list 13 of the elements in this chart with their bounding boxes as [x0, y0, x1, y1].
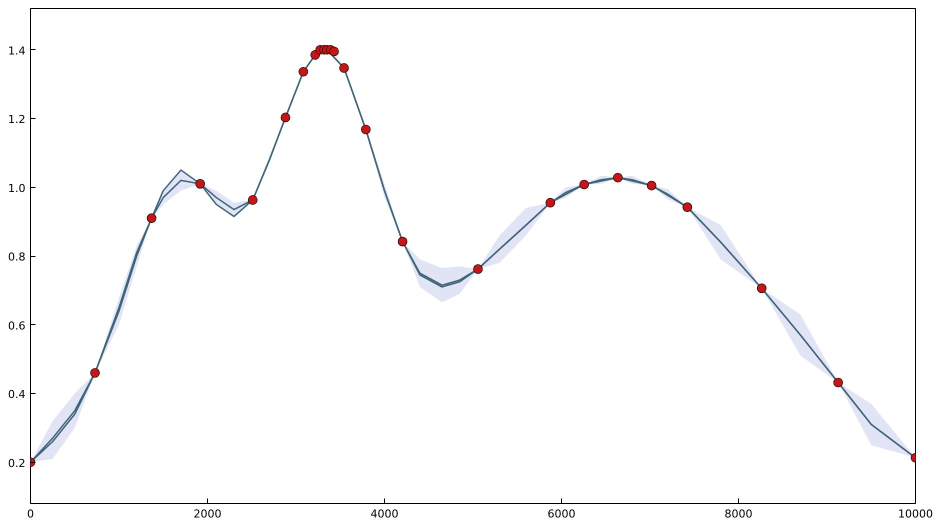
y-tick-label: 0.6: [8, 319, 26, 332]
x-tick-label: 8000: [724, 508, 753, 520]
y-tick-label: 1.0: [8, 182, 26, 195]
y-tick-label: 1.2: [8, 113, 26, 126]
y-tick-label: 0.2: [8, 456, 26, 470]
x-tick-label: 6000: [548, 508, 576, 520]
y-tick-label: 0.8: [8, 250, 26, 264]
y-tick-label: 0.4: [8, 388, 26, 401]
x-tick-label: 0: [27, 508, 34, 520]
y-tick-label: 1.4: [8, 44, 26, 58]
x-tick-label: 10000: [898, 508, 934, 520]
x-tick-label: 4000: [370, 508, 399, 520]
x-tick-label: 2000: [194, 508, 222, 520]
